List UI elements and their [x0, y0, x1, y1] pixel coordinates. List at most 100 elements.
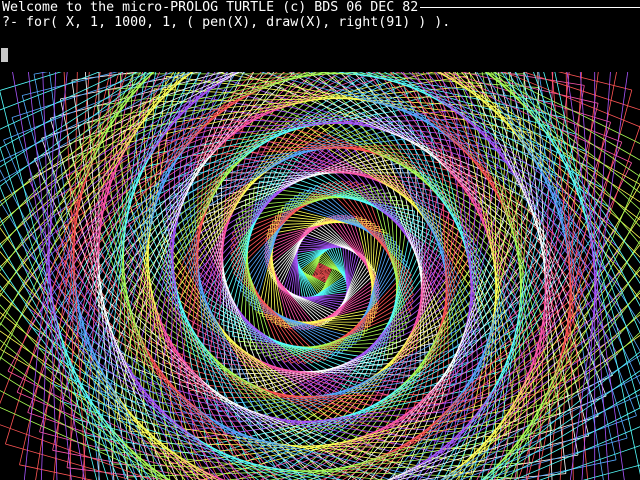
- turtle-line: [316, 274, 325, 278]
- turtle-line: [497, 407, 640, 480]
- turtle-line: [495, 240, 640, 480]
- turtle-line: [0, 265, 146, 480]
- turtle-line: [25, 72, 216, 307]
- turtle-line: [165, 115, 308, 291]
- turtle-line: [160, 244, 299, 434]
- turtle-line: [402, 187, 527, 479]
- turtle-line: [311, 275, 326, 283]
- turtle-line: [177, 176, 230, 418]
- turtle-line: [304, 287, 414, 364]
- turtle-line: [52, 383, 292, 480]
- turtle-line: [324, 268, 331, 281]
- turtle-line: [361, 76, 518, 316]
- turtle-line: [129, 77, 222, 377]
- turtle-line: [130, 81, 390, 209]
- turtle-line: [22, 72, 222, 286]
- turtle-line: [526, 89, 633, 480]
- turtle-line: [20, 72, 233, 244]
- turtle-line: [301, 251, 325, 271]
- turtle-line: [331, 259, 480, 431]
- turtle-line: [19, 72, 111, 465]
- turtle-line: [239, 189, 306, 291]
- turtle-line: [324, 269, 336, 286]
- turtle-line: [547, 72, 599, 480]
- turtle-line: [242, 295, 347, 351]
- turtle-line: [320, 273, 342, 293]
- turtle-line: [0, 227, 178, 480]
- turtle-line: [347, 76, 519, 302]
- turtle-line: [264, 214, 348, 249]
- turtle-line: [113, 72, 245, 350]
- turtle-line: [127, 78, 377, 223]
- turtle-line: [375, 72, 597, 171]
- turtle-line: [482, 311, 640, 480]
- turtle-line: [318, 261, 334, 270]
- turtle-line: [450, 269, 640, 480]
- turtle-line: [448, 72, 640, 239]
- turtle-line: [543, 72, 640, 410]
- turtle-line: [25, 305, 250, 480]
- turtle-line: [307, 257, 321, 275]
- turtle-line: [299, 192, 403, 253]
- turtle-line: [138, 388, 442, 454]
- turtle-line: [341, 249, 477, 428]
- turtle-line: [0, 304, 159, 480]
- turtle-line: [490, 266, 640, 480]
- turtle-line: [322, 253, 342, 274]
- turtle-line: [224, 118, 478, 178]
- turtle-line: [310, 186, 408, 264]
- turtle-line: [484, 72, 640, 352]
- turtle-line: [483, 107, 510, 463]
- turtle-line: [303, 253, 324, 272]
- turtle-line: [211, 161, 286, 312]
- turtle-line: [464, 72, 613, 376]
- console-area[interactable]: Welcome to the micro-PROLOG TURTLE (c) B…: [0, 0, 640, 72]
- turtle-line: [0, 348, 219, 480]
- turtle-line: [319, 257, 337, 271]
- turtle-line: [350, 241, 397, 348]
- turtle-line: [230, 253, 306, 364]
- turtle-line: [249, 143, 453, 203]
- turtle-line: [138, 86, 209, 389]
- turtle-line: [215, 181, 234, 380]
- turtle-line: [513, 426, 640, 480]
- turtle-line: [294, 195, 400, 247]
- turtle-line: [69, 72, 78, 480]
- turtle-line: [160, 111, 341, 257]
- turtle-line: [0, 285, 153, 480]
- turtle-line: [357, 72, 577, 135]
- turtle-line: [7, 370, 223, 480]
- query-line: ?- for( X, 1, 1000, 1, ( pen(X), draw(X)…: [2, 15, 451, 30]
- turtle-line: [486, 72, 640, 161]
- turtle-line: [437, 72, 622, 143]
- turtle-line: [434, 72, 624, 313]
- turtle-line: [434, 208, 612, 480]
- turtle-line: [311, 261, 320, 276]
- turtle-line: [12, 72, 85, 480]
- turtle-line: [554, 72, 640, 475]
- turtle-line: [11, 72, 154, 118]
- turtle-line: [533, 72, 640, 366]
- turtle-line: [507, 72, 640, 285]
- turtle-line: [208, 303, 356, 386]
- turtle-line: [536, 72, 617, 480]
- turtle-line: [239, 289, 342, 354]
- turtle-line: [201, 151, 309, 289]
- turtle-line: [454, 72, 640, 258]
- turtle-line: [169, 117, 176, 422]
- turtle-line: [335, 181, 414, 288]
- turtle-line: [126, 76, 363, 237]
- turtle-line: [282, 206, 389, 234]
- turtle-line: [0, 72, 135, 361]
- turtle-line: [426, 228, 617, 480]
- turtle-line: [486, 289, 640, 480]
- turtle-line: [504, 72, 637, 416]
- turtle-line: [121, 363, 417, 472]
- turtle-line: [85, 434, 344, 480]
- turtle-line: [474, 72, 607, 397]
- turtle-line: [0, 339, 168, 480]
- turtle-line: [261, 329, 516, 465]
- turtle-line: [201, 287, 340, 393]
- turtle-line: [166, 75, 522, 121]
- turtle-line: [107, 335, 380, 480]
